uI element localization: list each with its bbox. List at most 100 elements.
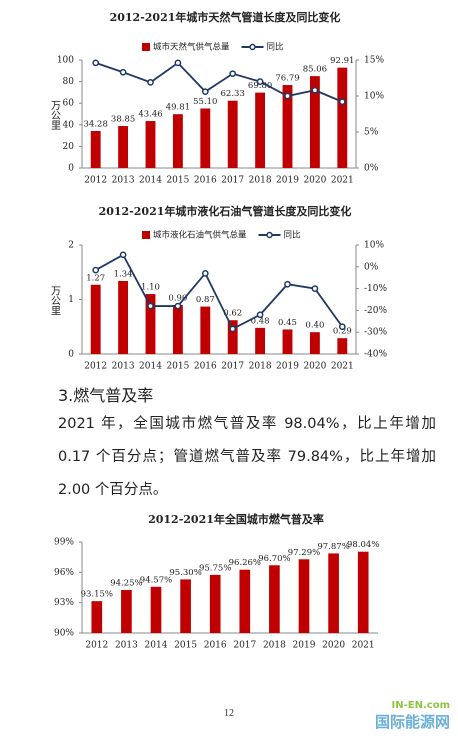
bar xyxy=(255,92,266,168)
data-label: 76.79 xyxy=(275,74,299,84)
x-tick-label: 2018 xyxy=(249,362,272,372)
data-label: 0.29 xyxy=(333,327,352,337)
data-label: 93.15% xyxy=(81,590,113,600)
data-label: 95.75% xyxy=(199,563,231,573)
y-tick-label: 60 xyxy=(63,99,75,109)
x-tick-label: 2014 xyxy=(145,641,168,651)
chart-title: 2012-2021年城市液化石油气管道长度及同比变化 xyxy=(99,204,352,218)
x-tick-label: 2020 xyxy=(322,641,345,651)
x-tick-label: 2015 xyxy=(174,641,197,651)
y2-tick-label: -10% xyxy=(364,284,387,294)
paragraph: 2021 年，全国城市燃气普及率 98.04%，比上年增加 0.17 个百分点；… xyxy=(58,416,436,498)
data-label: 0.87 xyxy=(196,295,215,305)
x-tick-label: 2015 xyxy=(166,362,189,372)
data-label: 0.48 xyxy=(251,316,270,326)
bar xyxy=(282,329,293,354)
legend-marker xyxy=(249,43,256,51)
y-axis-label: 万公里 xyxy=(49,100,61,130)
x-tick-label: 2019 xyxy=(293,641,316,651)
y2-tick-label: -20% xyxy=(364,306,387,316)
line-marker xyxy=(92,266,100,274)
legend-label: 城市天然气供气总量 xyxy=(153,42,230,53)
line-marker xyxy=(201,88,209,96)
chart-title: 2012-2021年城市天然气管道长度及同比变化 xyxy=(110,10,341,24)
line-marker xyxy=(229,325,237,333)
bar xyxy=(200,108,211,168)
page-number: 12 xyxy=(224,708,234,719)
line xyxy=(95,61,343,103)
line-marker xyxy=(229,70,237,78)
line-marker xyxy=(284,92,291,100)
x-tick-label: 2017 xyxy=(233,641,256,651)
y2-tick-label: 0% xyxy=(364,262,379,272)
x-tick-label: 2021 xyxy=(331,362,354,372)
legend-label: 城市液化石油气供气总量 xyxy=(153,230,247,241)
watermark: IN-EN.com 国际能源网 xyxy=(375,700,450,732)
bar xyxy=(357,551,369,633)
section-heading: 3.燃气普及率 xyxy=(58,386,154,405)
x-tick-label: 2014 xyxy=(139,176,162,186)
bar xyxy=(91,601,103,633)
bar xyxy=(172,304,183,354)
line-marker xyxy=(338,98,346,106)
legend-label: 同比 xyxy=(267,42,284,53)
line-marker xyxy=(119,251,127,259)
data-label: 0.45 xyxy=(278,318,297,328)
data-label: 43.46 xyxy=(138,110,162,120)
data-label: 38.85 xyxy=(111,115,135,125)
bar xyxy=(145,294,156,354)
data-label: 96.26% xyxy=(229,558,261,568)
bar xyxy=(337,67,348,168)
x-tick-label: 2015 xyxy=(166,176,189,186)
legend-swatch xyxy=(142,231,150,239)
bar xyxy=(118,126,129,168)
line-marker xyxy=(311,86,319,94)
data-label: 97.87% xyxy=(317,542,349,552)
bar xyxy=(90,284,101,354)
line-marker xyxy=(147,302,154,310)
y-tick-label: 1 xyxy=(68,295,74,305)
y-tick-label: 20 xyxy=(63,142,75,152)
bar xyxy=(328,553,339,633)
line-marker xyxy=(201,269,209,277)
data-label: 0.62 xyxy=(223,309,242,319)
bar xyxy=(337,338,348,354)
data-label: 49.81 xyxy=(166,103,190,113)
y-tick-label: 2 xyxy=(68,241,74,251)
x-tick-label: 2012 xyxy=(84,362,107,372)
watermark-name: 国际能源网 xyxy=(374,713,450,731)
x-tick-label: 2018 xyxy=(263,641,286,651)
bar xyxy=(239,569,251,633)
x-tick-label: 2014 xyxy=(139,362,162,372)
bar xyxy=(180,579,191,633)
bar xyxy=(227,320,238,354)
bar xyxy=(121,590,132,633)
data-label: 97.29% xyxy=(288,548,320,558)
data-label: 34.28 xyxy=(84,119,108,129)
y-tick-label: 90% xyxy=(54,629,74,639)
x-tick-label: 2020 xyxy=(303,176,326,186)
data-label: 95.30% xyxy=(169,568,201,578)
y-tick-label: 99% xyxy=(54,538,74,548)
y-axis-label: 万公里 xyxy=(49,286,61,316)
x-tick-label: 2018 xyxy=(249,176,272,186)
bar xyxy=(90,130,101,168)
data-label: 1.10 xyxy=(141,283,160,293)
bar xyxy=(118,280,129,354)
bar xyxy=(145,121,156,168)
y-tick-label: 93% xyxy=(54,598,74,608)
x-tick-label: 2016 xyxy=(204,641,227,651)
x-tick-label: 2021 xyxy=(352,641,375,651)
x-tick-label: 2019 xyxy=(276,362,299,372)
data-label: 55.10 xyxy=(193,97,217,107)
bar xyxy=(209,574,221,633)
y-tick-label: 100 xyxy=(57,56,74,66)
x-tick-label: 2016 xyxy=(194,176,217,186)
x-tick-label: 2021 xyxy=(331,176,354,186)
legend-label: 同比 xyxy=(284,230,301,241)
chart-title: 2012-2021年全国城市燃气普及率 xyxy=(148,512,324,526)
x-tick-label: 2013 xyxy=(115,641,138,651)
line-marker xyxy=(284,280,291,288)
line-marker xyxy=(174,302,182,310)
